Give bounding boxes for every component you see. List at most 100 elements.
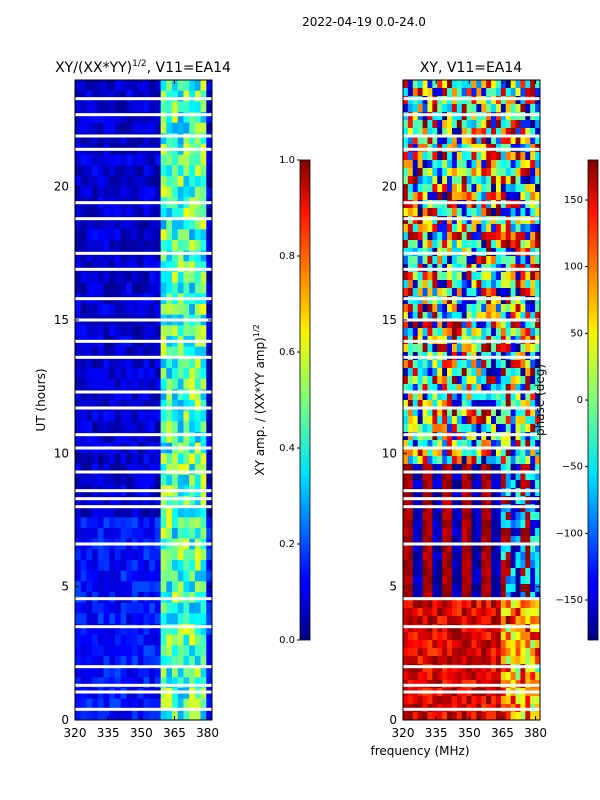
heatmap-cell (183, 240, 190, 252)
heatmap-cell (535, 624, 540, 633)
heatmap-cell (525, 304, 531, 313)
heatmap-cell (510, 384, 517, 393)
heatmap-cell (194, 410, 202, 422)
heatmap-cell (437, 528, 443, 537)
heatmap-cell (500, 88, 507, 97)
heatmap-cell (520, 512, 526, 521)
heatmap-cell (427, 672, 433, 681)
heatmap-cell (451, 376, 458, 385)
heatmap-cell (86, 432, 93, 444)
heatmap-cell (194, 666, 202, 678)
heatmap-cell (132, 624, 139, 636)
heatmap-cell (114, 474, 122, 486)
heatmap-cell (510, 624, 517, 633)
heatmap-cell (471, 320, 477, 329)
heatmap-cell (143, 656, 150, 668)
heatmap-cell (525, 384, 531, 393)
heatmap-cell (451, 408, 458, 417)
heatmap-cell (114, 165, 122, 177)
heatmap-cell (471, 240, 477, 249)
heatmap-cell (510, 320, 517, 329)
heatmap-cell (486, 560, 492, 569)
heatmap-cell (535, 552, 540, 561)
heatmap-cell (206, 688, 212, 700)
heatmap-cell (137, 154, 145, 166)
heatmap-cell (120, 453, 127, 465)
heatmap-cell (80, 656, 88, 668)
heatmap-cell (427, 448, 433, 457)
heatmap-cell (500, 368, 507, 377)
heatmap-cell (476, 568, 482, 577)
heatmap-cell (500, 552, 507, 561)
heatmap-cell (109, 400, 116, 412)
heatmap-cell (500, 608, 507, 617)
heatmap-cell (466, 544, 473, 553)
heatmap-cell (530, 600, 536, 609)
heatmap-cell (109, 613, 116, 625)
heatmap-cell (407, 408, 414, 417)
heatmap-cell (407, 200, 414, 209)
heatmap-cell (194, 282, 202, 294)
heatmap-cell (491, 400, 497, 409)
heatmap-cell (200, 581, 207, 593)
heatmap-cell (177, 218, 185, 230)
heatmap-cell (417, 280, 424, 289)
heatmap-cell (486, 584, 492, 593)
heatmap-cell (149, 634, 156, 646)
heatmap-cell (525, 400, 531, 409)
heatmap-cell (200, 250, 207, 262)
heatmap-cell (103, 304, 110, 316)
colorbar-tick-label: 1.0 (279, 155, 295, 166)
heatmap-cell (535, 192, 540, 201)
heatmap-cell (149, 464, 156, 476)
heatmap-cell (486, 672, 492, 681)
heatmap-cell (80, 581, 88, 593)
heatmap-cell (417, 512, 424, 521)
heatmap-cell (177, 656, 185, 668)
heatmap-cell (530, 496, 536, 505)
heatmap-cell (495, 616, 502, 625)
heatmap-cell (132, 570, 139, 582)
heatmap-cell (515, 400, 522, 409)
heatmap-cell (417, 256, 424, 265)
heatmap-cell (154, 250, 162, 262)
heatmap-cell (114, 581, 122, 593)
heatmap-cell (432, 208, 438, 217)
heatmap-cell (183, 165, 190, 177)
heatmap-cell (200, 176, 207, 188)
heatmap-cell (132, 474, 139, 486)
heatmap-cell (525, 456, 531, 465)
heatmap-cell (432, 672, 438, 681)
heatmap-cell (427, 400, 433, 409)
heatmap-cell (206, 560, 212, 572)
heatmap-cell (481, 272, 487, 281)
heatmap-cell (515, 640, 522, 649)
heatmap-cell (137, 112, 145, 124)
heatmap-cell (437, 328, 443, 337)
heatmap-cell (172, 101, 179, 113)
heatmap-cell (149, 410, 156, 422)
heatmap-cell (525, 576, 531, 585)
heatmap-cell (407, 424, 414, 433)
heatmap-cell (471, 328, 477, 337)
heatmap-cell (417, 312, 424, 321)
heatmap-cell (510, 528, 517, 537)
heatmap-cell (491, 416, 497, 425)
heatmap-cell (525, 392, 531, 401)
heatmap-cell (103, 272, 110, 284)
heatmap-cell (535, 488, 540, 497)
heatmap-cell (510, 200, 517, 209)
heatmap-cell (505, 600, 512, 609)
x-tick-label: 365 (491, 726, 514, 740)
heatmap-cell (437, 696, 443, 705)
heatmap-cell (412, 104, 419, 113)
heatmap-cell (471, 280, 477, 289)
heatmap-cell (466, 640, 473, 649)
heatmap-cell (535, 592, 540, 601)
heatmap-cell (466, 472, 473, 481)
heatmap-cell (166, 688, 173, 700)
heatmap-cell (143, 240, 150, 252)
heatmap-cell (189, 112, 196, 124)
heatmap-cell (476, 400, 482, 409)
heatmap-cell (437, 112, 443, 121)
